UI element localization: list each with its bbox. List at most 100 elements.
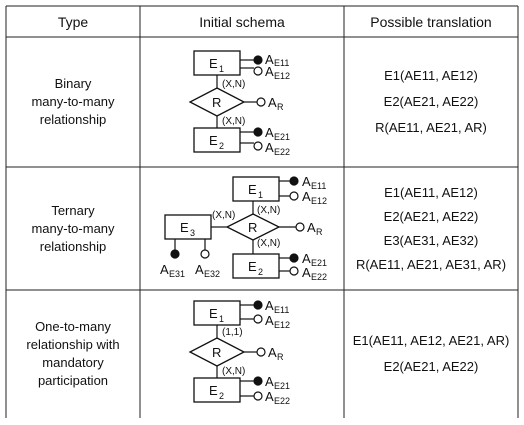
attribute-subscript: E12 bbox=[274, 71, 290, 81]
attribute-subscript: E11 bbox=[311, 181, 326, 191]
identifier-dot bbox=[253, 376, 263, 386]
type-line: relationship with bbox=[26, 337, 120, 352]
entity-label: E bbox=[180, 220, 189, 235]
translation-line: E1(AE11, AE12, AE21, AR) bbox=[352, 333, 510, 348]
cardinality-label: (X,N) bbox=[257, 205, 280, 216]
attribute-label: A bbox=[265, 389, 274, 404]
entity-label: E bbox=[209, 56, 218, 71]
attribute-label: A bbox=[268, 345, 277, 360]
svg-text:2: 2 bbox=[219, 391, 224, 401]
attribute-dot bbox=[256, 97, 266, 107]
translation-ternary: E1(AE11, AE12) E2(AE21, AE22) E3(AE31, A… bbox=[344, 167, 518, 290]
entity-label: E bbox=[209, 133, 218, 148]
entity-e1 bbox=[193, 300, 241, 326]
cardinality-label: (X,N) bbox=[222, 79, 245, 90]
type-line: many-to-many bbox=[31, 220, 115, 236]
attribute-dot bbox=[253, 141, 263, 151]
translation-binary: E1(AE11, AE12) E2(AE21, AE22) R(AE11, AE… bbox=[344, 37, 518, 167]
header-possible-translation: Possible translation bbox=[370, 13, 492, 30]
binary-schema: E 1 A E11 A E12 (X,N) R A R (X,N) E 2 A … bbox=[188, 50, 290, 157]
cardinality-label: (1,1) bbox=[222, 327, 243, 338]
attribute-subscript: E11 bbox=[274, 305, 289, 315]
attribute-subscript: E21 bbox=[311, 258, 327, 268]
type-line: Ternary bbox=[51, 202, 95, 218]
attribute-dot bbox=[289, 266, 299, 276]
svg-text:2: 2 bbox=[258, 267, 263, 277]
attribute-subscript: E12 bbox=[311, 196, 327, 206]
attribute-label: A bbox=[302, 189, 311, 204]
entity-e1 bbox=[193, 50, 241, 76]
attribute-dot bbox=[253, 314, 263, 324]
attribute-subscript: E21 bbox=[274, 381, 290, 391]
relationship-label: R bbox=[212, 345, 221, 360]
translation-line: R(AE11, AE21, AR) bbox=[375, 120, 487, 135]
attribute-label: A bbox=[265, 374, 274, 389]
entity-label: E bbox=[209, 383, 218, 398]
attribute-subscript: E22 bbox=[311, 272, 327, 282]
one-to-many-schema: E 1 A E11 A E12 (1,1) R A R (X,N) E 2 A … bbox=[188, 298, 290, 406]
attribute-dot bbox=[200, 249, 210, 259]
attribute-subscript: R bbox=[316, 227, 323, 237]
relationship-label: R bbox=[212, 95, 221, 110]
type-line: many-to-many bbox=[31, 94, 115, 109]
translation-line: R(AE11, AE21, AE31, AR) bbox=[355, 256, 507, 272]
entity-e2 bbox=[193, 127, 241, 153]
relationship-label: R bbox=[248, 220, 257, 235]
attribute-label: A bbox=[265, 140, 274, 155]
attribute-label: A bbox=[302, 265, 311, 280]
svg-text:1: 1 bbox=[219, 64, 224, 74]
attribute-label: A bbox=[265, 52, 274, 67]
attribute-label: A bbox=[302, 251, 311, 266]
entity-e3 bbox=[164, 214, 212, 240]
cardinality-label: (X,N) bbox=[222, 366, 245, 377]
translation-one-to-many: E1(AE11, AE12, AE21, AR) E2(AE21, AE22) bbox=[344, 290, 518, 418]
type-line: relationship bbox=[39, 112, 107, 127]
type-line: One-to-many bbox=[35, 319, 111, 334]
attribute-label: A bbox=[268, 95, 277, 110]
translation-line: E1(AE11, AE12) bbox=[384, 68, 478, 83]
attribute-dot bbox=[289, 191, 299, 201]
attribute-label: A bbox=[265, 125, 274, 140]
type-ternary: Ternary many-to-many relationship bbox=[6, 167, 140, 290]
identifier-dot bbox=[289, 253, 299, 263]
attribute-subscript: E12 bbox=[274, 320, 290, 330]
attribute-dot bbox=[253, 391, 263, 401]
identifier-dot bbox=[289, 176, 299, 186]
attribute-subscript: E22 bbox=[274, 396, 290, 406]
type-line: participation bbox=[37, 373, 109, 388]
attribute-label: A bbox=[302, 174, 311, 189]
type-binary: Binary many-to-many relationship bbox=[6, 37, 140, 167]
type-line: mandatory bbox=[42, 355, 104, 370]
attribute-label: A bbox=[265, 298, 274, 313]
attribute-subscript: E21 bbox=[274, 132, 290, 142]
translation-line: E3(AE31, AE32) bbox=[383, 232, 479, 248]
entity-label: E bbox=[209, 306, 218, 321]
header-initial-schema: Initial schema bbox=[199, 13, 285, 30]
header-type: Type bbox=[57, 13, 89, 30]
entity-label: E bbox=[248, 259, 257, 274]
entity-e2 bbox=[193, 377, 241, 403]
entity-e2 bbox=[232, 253, 280, 279]
type-line: relationship bbox=[39, 238, 107, 254]
attribute-subscript: E22 bbox=[274, 147, 290, 157]
type-one-to-many: One-to-many relationship with mandatory … bbox=[6, 290, 140, 418]
attribute-subscript: E11 bbox=[274, 58, 289, 68]
attribute-label: A bbox=[160, 262, 169, 277]
svg-text:2: 2 bbox=[219, 141, 224, 151]
ternary-schema: E 1 A E11 A E12 (X,N) R A R (X,N) E 3 A … bbox=[160, 174, 327, 282]
entity-e1 bbox=[232, 176, 280, 202]
attribute-subscript: E31 bbox=[169, 269, 185, 279]
translation-line: E2(AE21, AE22) bbox=[383, 94, 479, 109]
svg-text:3: 3 bbox=[190, 228, 195, 238]
attribute-label: A bbox=[195, 262, 204, 277]
translation-line: E2(AE21, AE22) bbox=[383, 359, 479, 374]
translation-line: E2(AE21, AE22) bbox=[383, 208, 479, 224]
type-line: Binary bbox=[54, 76, 92, 91]
translation-line: E1(AE11, AE12) bbox=[384, 184, 478, 200]
identifier-dot bbox=[253, 300, 263, 310]
svg-text:1: 1 bbox=[258, 190, 263, 200]
attribute-subscript: R bbox=[277, 352, 284, 362]
attribute-dot bbox=[256, 347, 266, 357]
